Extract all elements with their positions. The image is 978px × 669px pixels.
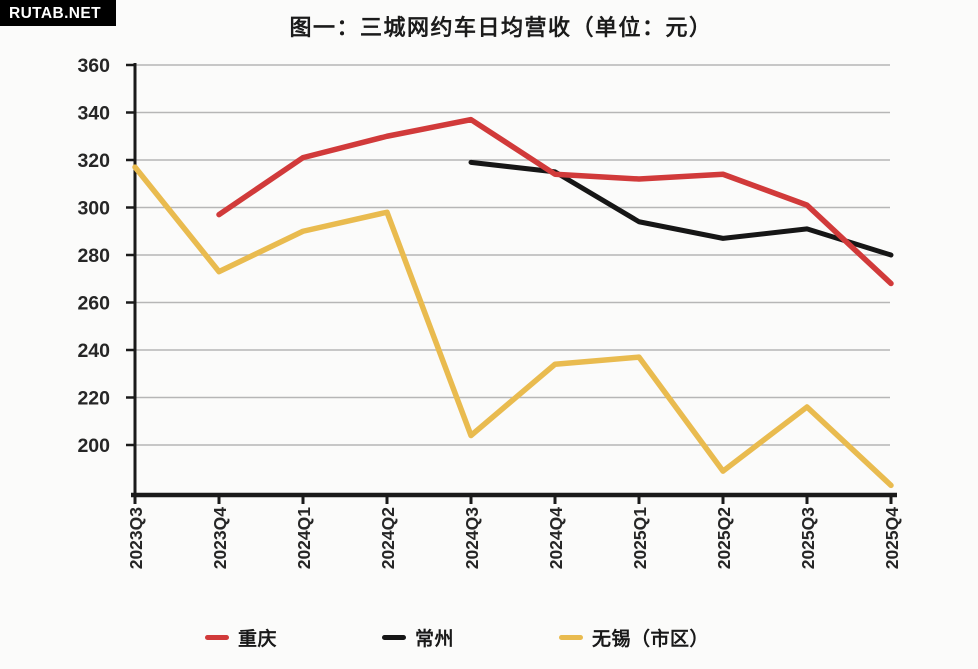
legend-label-chongqing: 重庆 [238, 629, 278, 650]
y-axis-label: 240 [77, 340, 110, 362]
series-line-wuxi-urban [132, 164, 894, 489]
legend-item-chongqing: 重庆 [205, 624, 277, 651]
legend-dash-chongqing [205, 634, 229, 641]
legend-item-changzhou: 常州 [382, 624, 454, 651]
x-axis-label: 2024Q3 [462, 507, 482, 570]
y-axis-label: 220 [77, 388, 110, 410]
x-axis-label: 2024Q2 [378, 507, 398, 570]
x-axis-label: 2025Q4 [882, 507, 902, 570]
y-axis-label: 340 [77, 103, 110, 125]
legend-label-changzhou: 常州 [415, 629, 455, 650]
x-axis-label: 2025Q3 [798, 507, 818, 570]
chart-title: 图一：三城网约车日均营收（单位：元） [289, 15, 713, 40]
legend-label-wuxi-urban: 无锡（市区） [592, 629, 710, 650]
legend-item-wuxi-urban: 无锡（市区） [559, 624, 709, 651]
x-axis-label: 2023Q3 [126, 507, 146, 570]
y-axis-label: 300 [77, 198, 110, 220]
x-axis-label: 2024Q1 [294, 507, 314, 570]
x-axis-label: 2025Q1 [630, 507, 650, 570]
y-axis-label: 360 [77, 55, 110, 77]
y-axis-label: 200 [77, 435, 110, 457]
y-axis-label: 280 [77, 245, 110, 267]
series-line-chongqing [216, 116, 894, 287]
x-axis-label: 2024Q4 [546, 507, 566, 570]
y-axis-label: 260 [77, 293, 110, 315]
x-axis-label: 2023Q4 [210, 507, 230, 570]
legend-dash-changzhou [382, 634, 407, 641]
series-line-changzhou [468, 159, 894, 258]
y-axis-label: 320 [77, 150, 110, 172]
x-axis-label: 2025Q2 [714, 507, 734, 570]
chart-legend: 重庆 常州 无锡（市区） [205, 624, 709, 651]
legend-dash-wuxi-urban [559, 634, 584, 641]
watermark-badge: RUTAB.NET [0, 0, 116, 26]
